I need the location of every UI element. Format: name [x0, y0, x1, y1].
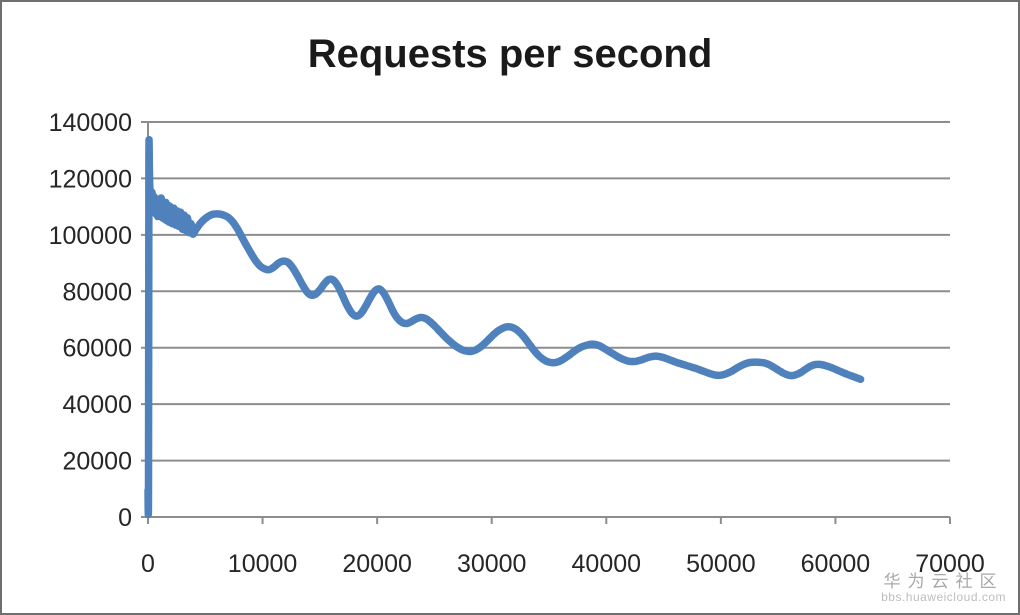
x-axis-tick-label: 40000 [572, 550, 642, 578]
y-axis-tick-label: 0 [118, 504, 132, 532]
chart-title: Requests per second [307, 32, 713, 76]
x-axis-tick-label: 30000 [457, 550, 527, 578]
y-axis-tick-label: 20000 [62, 448, 132, 476]
y-axis-tick-label: 140000 [49, 109, 132, 137]
x-axis-tick-label: 0 [141, 550, 155, 578]
y-axis-tick-label: 120000 [49, 165, 132, 193]
x-axis-tick-label: 50000 [686, 550, 756, 578]
x-axis-tick-label: 20000 [342, 550, 412, 578]
y-axis-tick-label: 80000 [62, 278, 132, 306]
y-axis-tick-label: 100000 [49, 222, 132, 250]
y-axis-tick-label: 60000 [62, 335, 132, 363]
watermark: 华为云社区 bbs.huaweicloud.com [881, 572, 1006, 605]
series-line [144, 136, 865, 519]
x-axis-tick-label: 70000 [915, 550, 985, 578]
watermark-name: 华为云社区 [883, 571, 1004, 591]
y-axis-tick-label: 40000 [62, 391, 132, 419]
x-axis-tick-label: 60000 [801, 550, 871, 578]
watermark-site: bbs.huaweicloud.com [881, 590, 1006, 605]
x-axis-tick-label: 10000 [228, 550, 298, 578]
